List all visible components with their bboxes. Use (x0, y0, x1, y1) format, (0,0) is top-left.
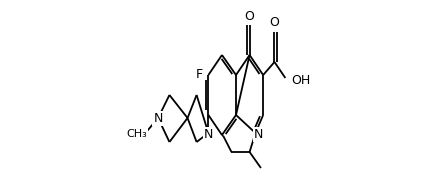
Text: CH₃: CH₃ (126, 129, 147, 139)
Text: F: F (195, 69, 202, 81)
Text: O: O (245, 11, 254, 23)
Text: N: N (254, 127, 263, 141)
Text: O: O (270, 17, 279, 30)
Text: OH: OH (292, 74, 311, 87)
Text: N: N (204, 127, 213, 141)
Text: N: N (153, 112, 163, 124)
